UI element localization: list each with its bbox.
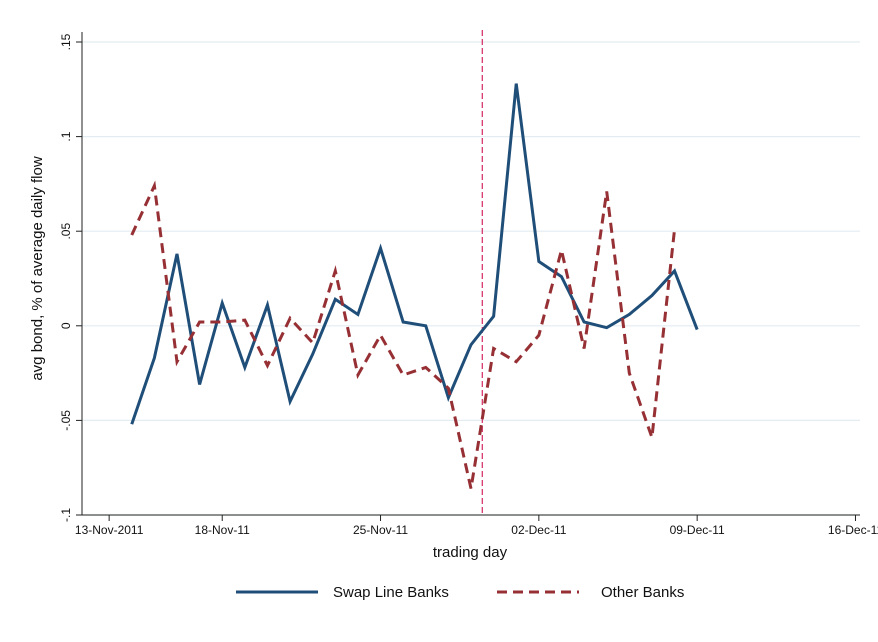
x-axis-ticks: 13-Nov-2011 18-Nov-11 25-Nov-11 02-Dec-11 09… [75,515,878,537]
x-tick-label: 16-Dec-11 [828,523,878,537]
x-tick-label: 18-Nov-11 [195,523,250,537]
legend-label-0: Swap Line Banks [333,584,449,601]
y-tick-label: 0 [59,322,73,329]
y-tick-label: .15 [59,33,73,50]
x-axis-title: trading day [433,544,508,561]
x-tick-label: 25-Nov-11 [353,523,408,537]
y-tick-label: -.05 [59,410,73,431]
y-tick-label: -.1 [59,508,73,522]
legend-label-1: Other Banks [601,584,684,601]
y-axis-title: avg bond, % of average daily flow [29,156,46,380]
x-tick-label: 02-Dec-11 [511,523,566,537]
series-group [130,83,699,489]
series-line-0 [130,83,699,425]
legend: Swap Line Banks Other Banks [236,584,684,601]
x-tick-label: 09-Dec-11 [670,523,725,537]
y-axis-ticks: -.1 -.05 0 .05 .1 .15 [59,33,82,522]
y-tick-label: .05 [59,223,73,240]
y-tick-label: .1 [59,131,73,141]
x-tick-label: 13-Nov-2011 [75,523,144,537]
